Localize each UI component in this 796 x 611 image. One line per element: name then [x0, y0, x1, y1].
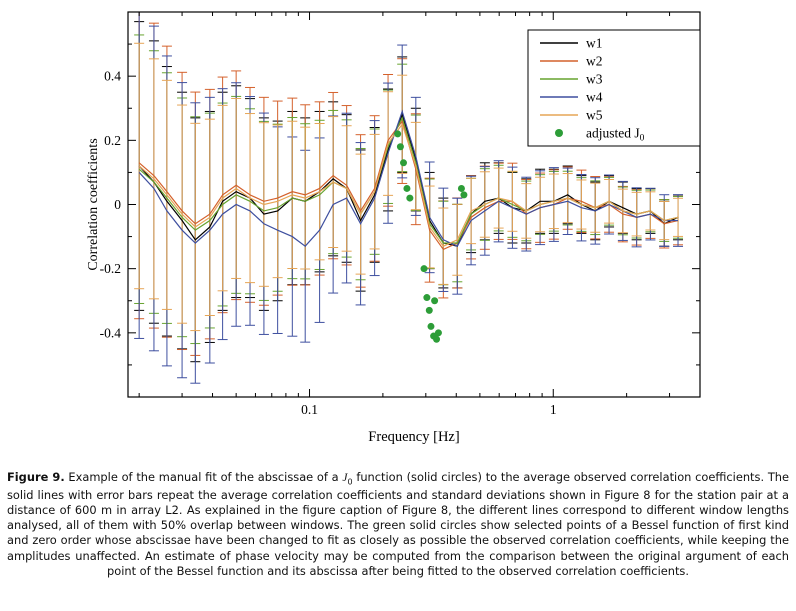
adjusted-j0-legend-dot [555, 129, 563, 137]
x-axis-label: Frequency [Hz] [368, 429, 459, 445]
y-tick-label: 0.2 [104, 133, 121, 148]
legend-label-w2: w2 [586, 54, 603, 69]
chart-data-layer [134, 12, 684, 384]
y-tick-label: 0 [114, 197, 121, 212]
y-tick-label: 0.4 [104, 69, 121, 84]
series-line-w5 [138, 122, 679, 247]
series-line-w1 [138, 112, 679, 247]
y-axis-label: Correlation coefficients [86, 138, 101, 270]
adjusted-j0-points [394, 130, 468, 343]
x-tick-label: 1 [550, 402, 557, 417]
legend-label-w3: w3 [586, 72, 603, 87]
legend: w1 w2 w3 w4 w5 adjusted J0 [527, 29, 701, 147]
legend-label-w4: w4 [586, 90, 603, 105]
figure-caption: Figure 9. Example of the manual fit of t… [7, 470, 789, 579]
y-tick-label: -0.4 [100, 325, 122, 340]
legend-box [527, 29, 701, 147]
caption-text-after: function (solid circles) to the average … [7, 470, 790, 578]
correlation-chart: 0.1 1 -0.4 -0.2 0 0.2 0.4 Frequency [Hz] Correla… [86, 11, 701, 445]
legend-label-w1: w1 [586, 36, 603, 51]
legend-label-adjusted-j0: adjusted J0 [586, 126, 645, 144]
y-tick-label: -0.2 [100, 261, 121, 276]
bessel-symbol-subscript: 0 [347, 477, 353, 487]
x-tick-label: 0.1 [301, 402, 318, 417]
chart-svg: 0.1 1 -0.4 -0.2 0 0.2 0.4 Frequency [Hz] Correla… [86, 11, 701, 445]
caption-text-before: Example of the manual fit of the absciss… [64, 470, 343, 484]
series-line-w4 [138, 109, 679, 248]
figure-caption-label: Figure 9. [7, 470, 65, 484]
legend-label-w5: w5 [586, 108, 603, 123]
bessel-symbol: J [342, 472, 348, 484]
